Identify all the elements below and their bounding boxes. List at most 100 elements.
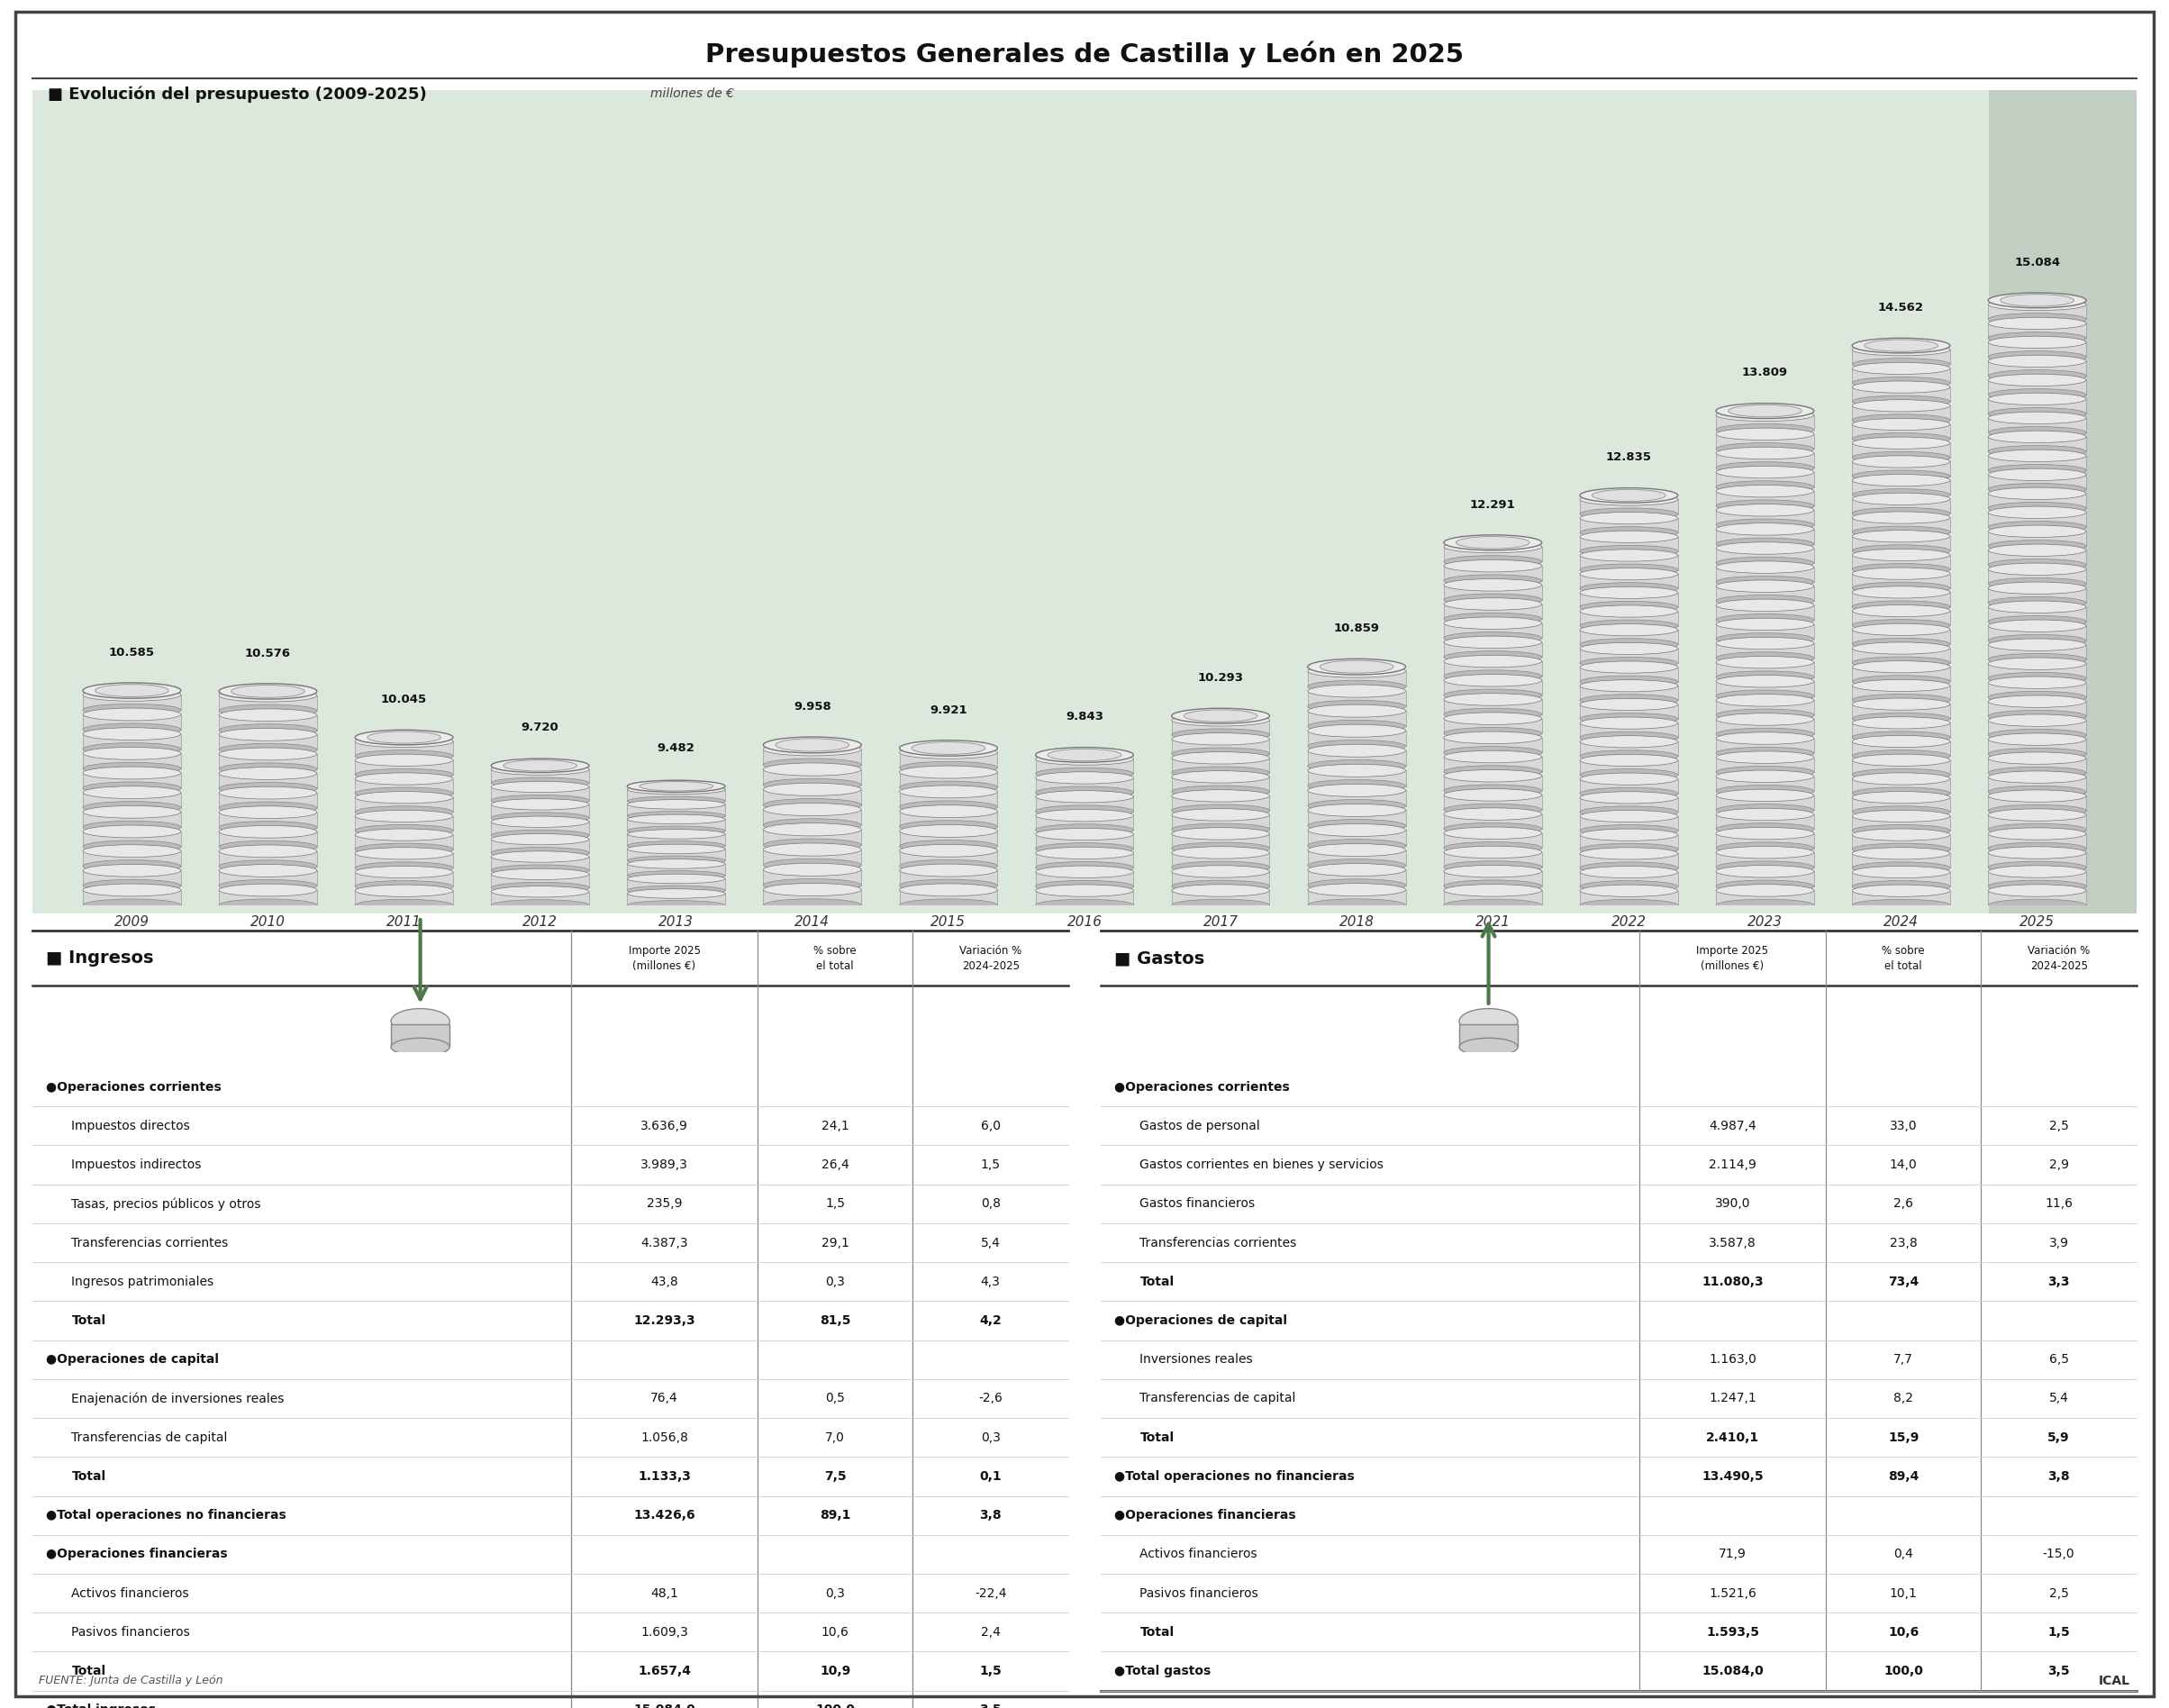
Text: 2.410,1: 2.410,1 — [1705, 1431, 1759, 1443]
Text: -15,0: -15,0 — [2043, 1547, 2076, 1561]
Bar — [1852, 369, 1950, 383]
Bar — [763, 849, 861, 866]
Ellipse shape — [1716, 693, 1813, 707]
Ellipse shape — [763, 779, 861, 791]
Ellipse shape — [82, 801, 180, 815]
Ellipse shape — [1852, 512, 1950, 524]
Ellipse shape — [1035, 828, 1134, 840]
Bar — [1445, 719, 1542, 733]
Ellipse shape — [1989, 847, 2087, 859]
Ellipse shape — [1852, 548, 1950, 560]
Bar — [627, 878, 724, 890]
Bar — [1308, 830, 1406, 845]
Ellipse shape — [1035, 786, 1134, 799]
Ellipse shape — [1852, 620, 1950, 632]
Ellipse shape — [900, 883, 998, 897]
Ellipse shape — [1579, 774, 1679, 786]
Text: 1,5: 1,5 — [824, 1197, 846, 1209]
Ellipse shape — [1989, 299, 2087, 311]
Ellipse shape — [1308, 760, 1406, 772]
Text: Presupuestos Generales de Castilla y León en 2025: Presupuestos Generales de Castilla y Leó… — [705, 41, 1464, 68]
Text: 15.084,0: 15.084,0 — [633, 1705, 696, 1708]
Ellipse shape — [1579, 755, 1679, 767]
Text: 1.609,3: 1.609,3 — [640, 1626, 688, 1638]
Ellipse shape — [1989, 506, 2087, 519]
Ellipse shape — [1716, 728, 1813, 740]
Ellipse shape — [490, 794, 590, 806]
Ellipse shape — [219, 683, 317, 699]
Ellipse shape — [1308, 680, 1406, 693]
Ellipse shape — [1852, 343, 1950, 355]
Ellipse shape — [627, 888, 724, 898]
Bar — [1989, 815, 2087, 830]
Ellipse shape — [627, 781, 724, 793]
Bar — [1989, 758, 2087, 774]
Ellipse shape — [1579, 787, 1679, 799]
Ellipse shape — [1308, 740, 1406, 753]
Ellipse shape — [1852, 787, 1950, 799]
Ellipse shape — [1445, 746, 1542, 758]
Ellipse shape — [1989, 729, 2087, 741]
Ellipse shape — [1579, 661, 1679, 673]
Bar — [1989, 644, 2087, 659]
Ellipse shape — [219, 822, 317, 834]
Bar — [356, 798, 453, 811]
Bar — [1035, 796, 1134, 811]
Ellipse shape — [1460, 1038, 1518, 1056]
Ellipse shape — [1171, 733, 1269, 745]
Ellipse shape — [1445, 688, 1542, 702]
Ellipse shape — [763, 883, 861, 897]
Ellipse shape — [763, 743, 861, 755]
Text: 2,5: 2,5 — [2050, 1587, 2069, 1599]
Text: 6,0: 6,0 — [980, 1120, 1000, 1132]
Text: 1,5: 1,5 — [980, 1158, 1000, 1172]
Ellipse shape — [1989, 468, 2087, 480]
Ellipse shape — [1308, 804, 1406, 816]
Ellipse shape — [1989, 292, 2087, 307]
Ellipse shape — [1989, 898, 2087, 912]
Ellipse shape — [627, 886, 724, 895]
Bar — [1989, 437, 2087, 451]
Ellipse shape — [1308, 745, 1406, 757]
Text: 7,0: 7,0 — [826, 1431, 846, 1443]
Ellipse shape — [1035, 791, 1134, 803]
Ellipse shape — [1579, 488, 1679, 502]
Bar — [1716, 738, 1813, 753]
Ellipse shape — [1989, 615, 2087, 629]
Text: 15.084: 15.084 — [2015, 256, 2061, 268]
Ellipse shape — [1445, 823, 1542, 835]
Text: Total: Total — [1141, 1626, 1173, 1638]
Bar — [900, 890, 998, 905]
Bar — [1445, 738, 1542, 753]
Ellipse shape — [219, 845, 317, 857]
Ellipse shape — [356, 810, 453, 822]
Ellipse shape — [1989, 374, 2087, 386]
Ellipse shape — [900, 801, 998, 813]
Text: Total: Total — [72, 1315, 106, 1327]
Ellipse shape — [356, 769, 453, 781]
Ellipse shape — [1989, 350, 2087, 364]
Text: 1.133,3: 1.133,3 — [638, 1471, 690, 1483]
Ellipse shape — [1308, 883, 1406, 897]
Bar — [1308, 869, 1406, 885]
Text: 100,0: 100,0 — [1883, 1665, 1924, 1677]
Text: Total: Total — [72, 1471, 106, 1483]
Ellipse shape — [356, 755, 453, 767]
Text: Transferencias corrientes: Transferencias corrientes — [1141, 1237, 1297, 1249]
Bar — [82, 774, 180, 787]
Bar — [1308, 692, 1406, 707]
Ellipse shape — [1989, 804, 2087, 816]
Bar — [1852, 798, 1950, 811]
Bar — [1579, 518, 1679, 533]
Ellipse shape — [1989, 389, 2087, 401]
Text: ●Operaciones financieras: ●Operaciones financieras — [46, 1547, 228, 1561]
Ellipse shape — [1445, 656, 1542, 668]
Ellipse shape — [1852, 507, 1950, 519]
Ellipse shape — [627, 900, 724, 910]
Ellipse shape — [356, 825, 453, 837]
Ellipse shape — [763, 758, 861, 772]
Ellipse shape — [1852, 810, 1950, 822]
Ellipse shape — [219, 690, 317, 702]
Ellipse shape — [1852, 451, 1950, 463]
Bar — [1989, 606, 2087, 622]
